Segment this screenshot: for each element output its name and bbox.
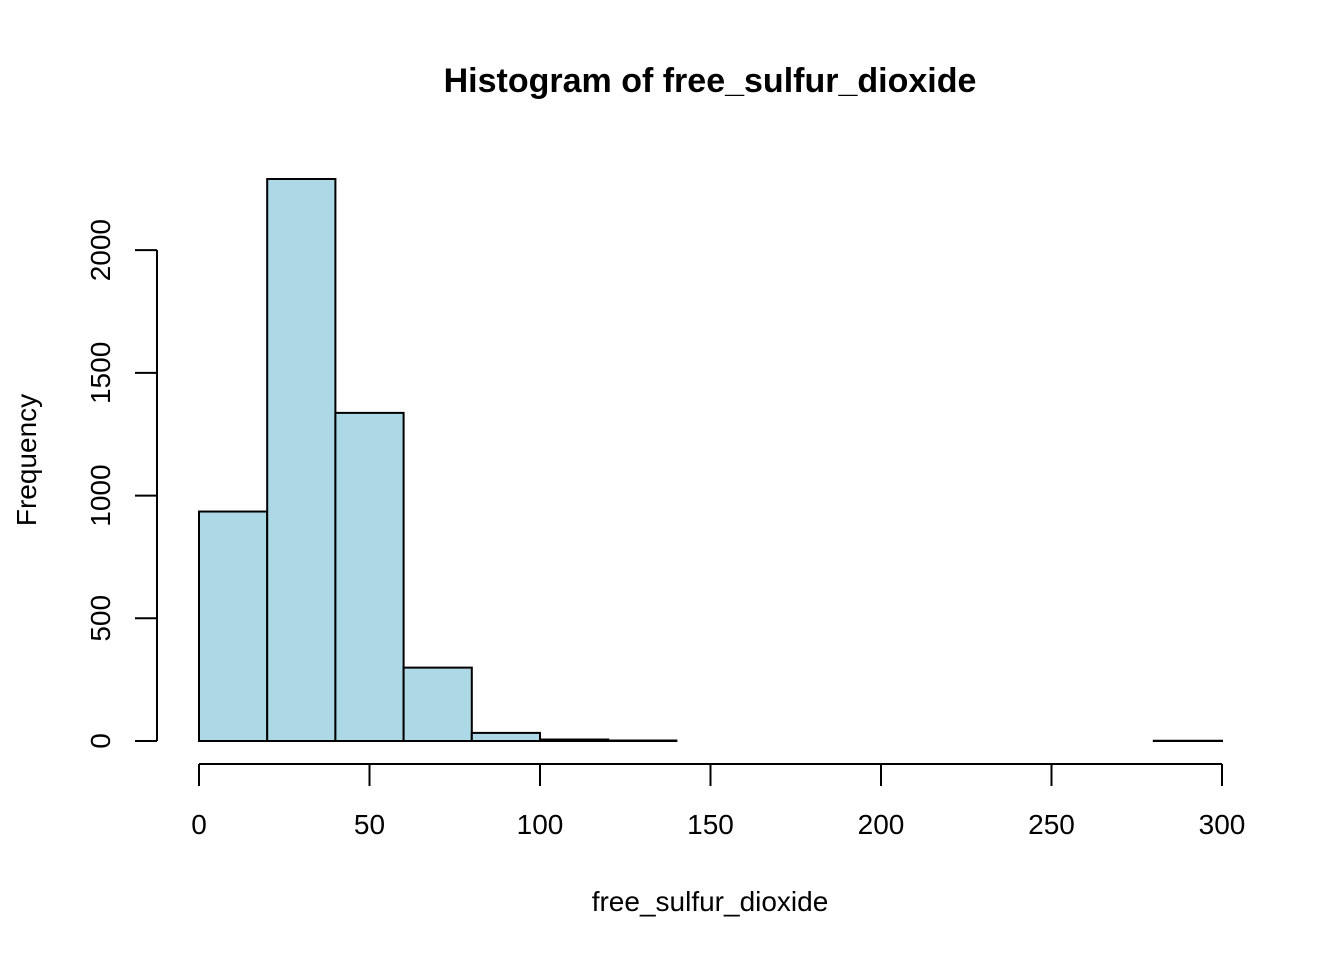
histogram-bar [334,411,405,742]
y-tick-label: 1000 [85,464,116,526]
x-axis-label: free_sulfur_dioxide [592,886,829,917]
x-tick-label: 100 [517,809,564,840]
x-tick-label: 250 [1028,809,1075,840]
histogram-bar [539,738,610,743]
y-axis-label: Frequency [11,394,42,526]
histogram-bar [198,510,269,742]
x-axis: 0 50 100 150 200 250 300 [191,763,1246,840]
y-tick-label: 2000 [85,219,116,281]
histogram-bar [266,178,337,742]
x-tick-label: 50 [354,809,385,840]
histogram-bar [402,666,473,743]
x-tick-label: 150 [687,809,734,840]
x-tick-label: 200 [858,809,905,840]
y-axis: 0 500 1000 1500 2000 [85,219,158,749]
x-tick-label: 0 [191,809,207,840]
bars-group [198,178,1224,743]
y-tick-label: 500 [85,595,116,642]
y-tick-label: 0 [85,733,116,749]
histogram-bar [470,731,541,742]
x-tick-label: 300 [1199,809,1246,840]
y-tick-label: 1500 [85,342,116,404]
chart-title: Histogram of free_sulfur_dioxide [444,62,977,100]
